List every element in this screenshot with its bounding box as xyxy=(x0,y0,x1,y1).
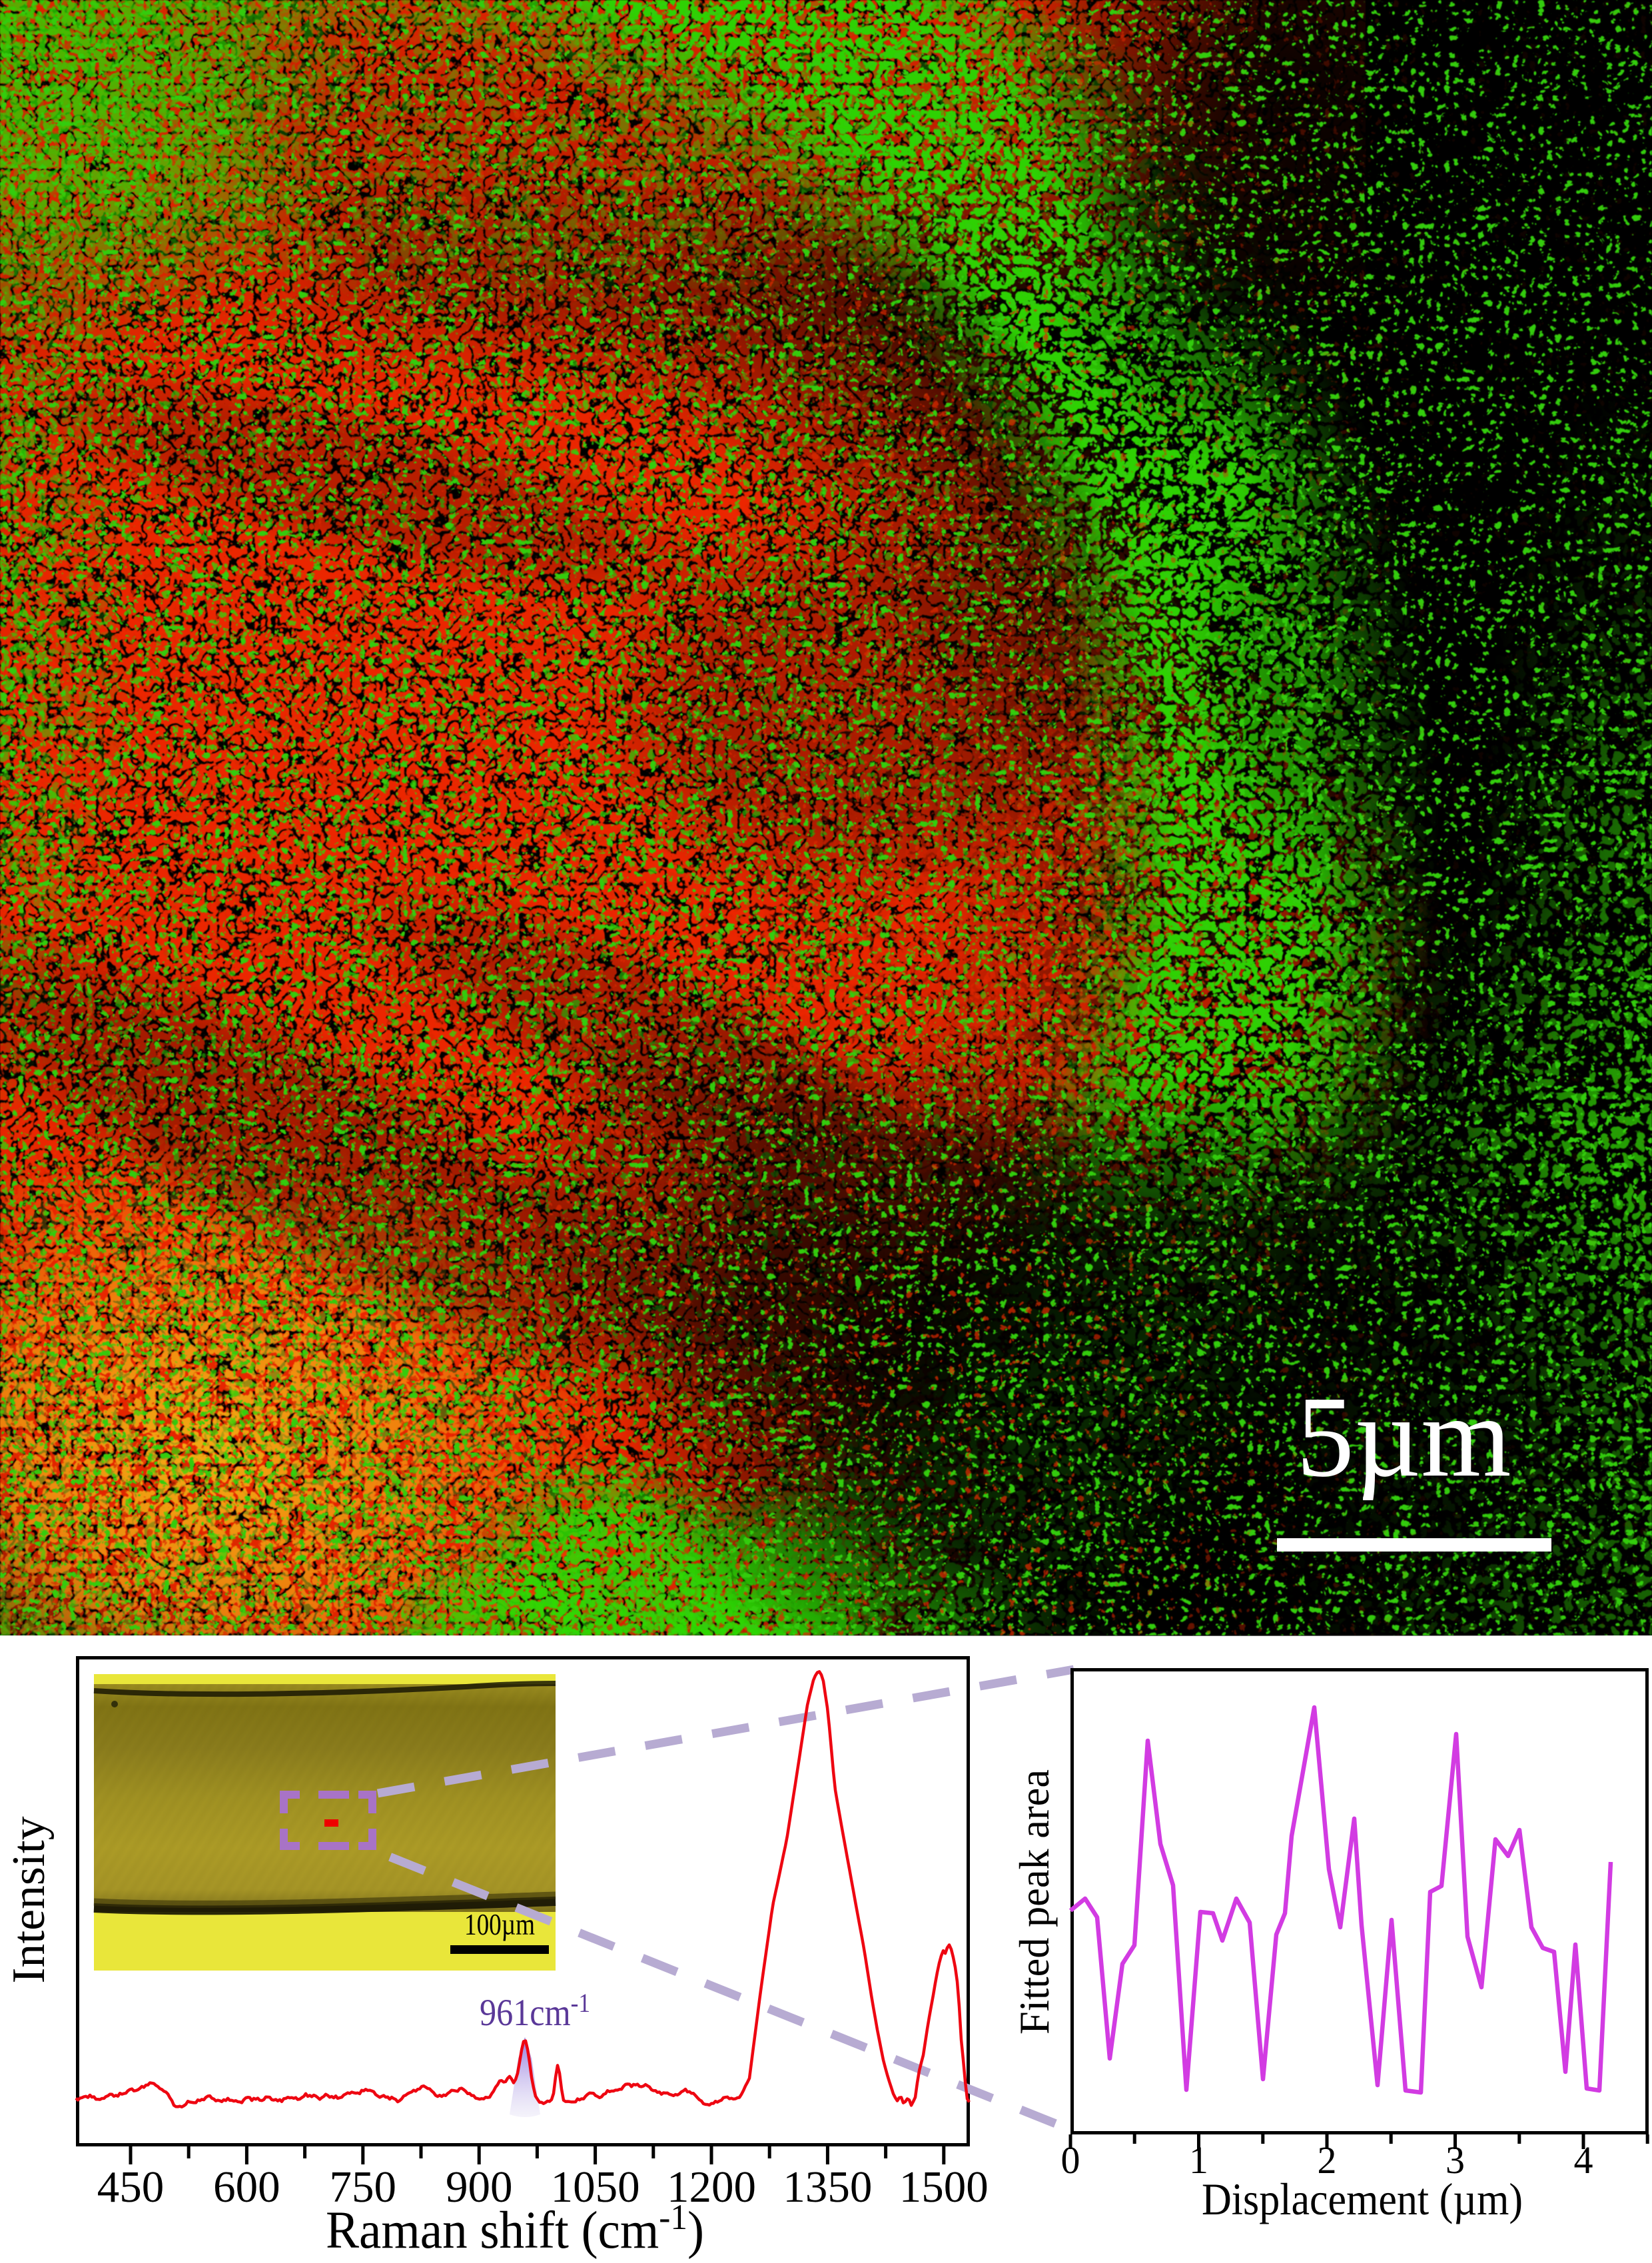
svg-text:1200: 1200 xyxy=(667,2162,756,2212)
svg-text:900: 900 xyxy=(446,2162,513,2212)
svg-text:3: 3 xyxy=(1446,2138,1465,2182)
svg-text:1500: 1500 xyxy=(899,2162,989,2212)
svg-text:450: 450 xyxy=(97,2162,165,2212)
svg-text:0: 0 xyxy=(1061,2138,1080,2182)
svg-text:1: 1 xyxy=(1189,2138,1208,2182)
svg-text:Raman shift (cm-1): Raman shift (cm-1) xyxy=(326,2197,704,2260)
svg-text:Intensity: Intensity xyxy=(3,1817,55,1984)
svg-text:5µm: 5µm xyxy=(1296,1372,1511,1501)
svg-text:4: 4 xyxy=(1574,2138,1593,2182)
svg-text:2: 2 xyxy=(1318,2138,1337,2182)
svg-text:750: 750 xyxy=(330,2162,397,2212)
svg-text:1350: 1350 xyxy=(783,2162,872,2212)
svg-text:600: 600 xyxy=(213,2162,280,2212)
svg-text:Displacement (µm): Displacement (µm) xyxy=(1202,2174,1523,2224)
svg-text:Fitted peak area: Fitted peak area xyxy=(1011,1769,1058,2035)
svg-text:1050: 1050 xyxy=(551,2162,640,2212)
